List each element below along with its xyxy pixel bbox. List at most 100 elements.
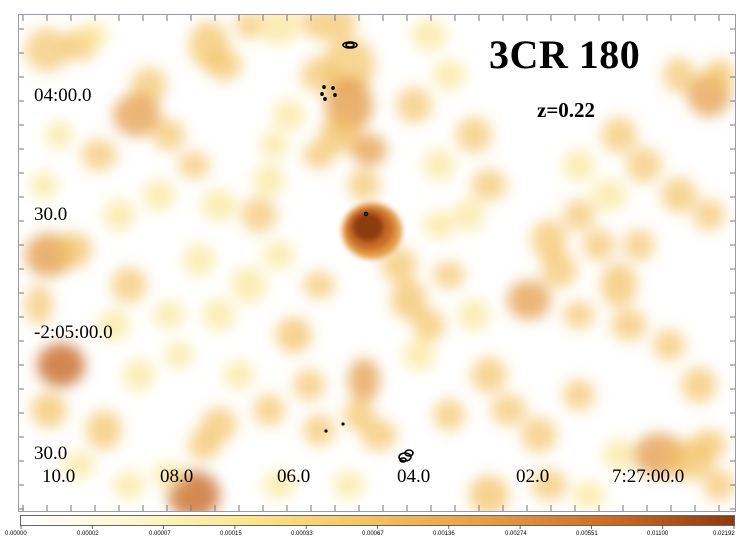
emission-blob: [153, 301, 185, 329]
emission-blob: [563, 379, 595, 411]
emission-blob: [56, 232, 92, 268]
colorbar-label-8: 0.00274: [505, 531, 527, 537]
emission-blob: [423, 149, 455, 181]
dec-label-4: 30.0: [34, 443, 68, 464]
emission-blob: [563, 199, 595, 231]
emission-blob: [603, 439, 635, 471]
contour-south: [399, 457, 407, 463]
emission-blob: [30, 171, 58, 199]
dec-label-3: -2:05:00.0: [34, 322, 113, 343]
emission-blob: [396, 87, 432, 123]
emission-blob: [381, 247, 417, 283]
colorbar-label-9: 0.00551: [576, 531, 598, 537]
emission-blob: [63, 451, 95, 479]
emission-blob: [31, 392, 67, 428]
contour-knot: [320, 92, 324, 97]
emission-blob: [703, 469, 735, 501]
ra-label-4: 04.0: [397, 466, 431, 487]
emission-blob: [411, 19, 447, 51]
emission-blob: [303, 414, 335, 446]
emission-blob: [241, 197, 277, 233]
target-title: 3CR 180: [489, 32, 641, 77]
emission-blob: [348, 358, 380, 402]
emission-blob: [45, 121, 73, 149]
emission-blob: [276, 317, 312, 353]
emission-blob: [601, 263, 637, 307]
core-contour: [363, 211, 369, 217]
emission-blob: [260, 131, 288, 159]
emission-blob: [348, 169, 380, 201]
emission-blob: [257, 15, 301, 45]
contour-north: [345, 42, 355, 48]
emission-blob: [611, 309, 647, 341]
emission-blob: [663, 57, 695, 93]
emission-blob: [253, 164, 285, 196]
emission-blob: [25, 285, 53, 325]
axis-ticks: [19, 15, 735, 511]
colorbar-label-3: 0.00007: [149, 531, 171, 537]
emission-blob: [433, 59, 465, 91]
emission-blob: [521, 417, 557, 453]
core-source: [342, 203, 402, 259]
ra-label-3: 06.0: [277, 466, 311, 487]
emission-blob: [351, 134, 387, 166]
emission-blob: [153, 461, 185, 489]
emission-blob: [361, 419, 397, 451]
emission-blob: [343, 399, 375, 431]
emission-blob: [661, 177, 697, 213]
emission-blob: [80, 21, 108, 49]
emission-blob: [601, 117, 637, 153]
emission-blob: [98, 309, 130, 341]
contour-knot: [331, 86, 335, 91]
emission-blob: [86, 410, 122, 450]
emission-blob: [201, 407, 237, 443]
radio-contours: [320, 41, 414, 463]
colorbar-label-4: 0.00015: [220, 531, 242, 537]
emission-blob: [691, 429, 727, 461]
emission-blob: [563, 149, 595, 181]
emission-blob: [471, 169, 507, 201]
ra-label-1: 10.0: [42, 466, 76, 487]
ra-label-6: 7:27:00.0: [612, 466, 685, 487]
emission-blob: [626, 147, 662, 183]
xray-smoothed-image: [19, 15, 735, 511]
emission-blob: [541, 252, 577, 288]
contour-south: [404, 449, 414, 457]
dec-label-1: 04:00.0: [34, 85, 92, 106]
ra-label-2: 08.0: [160, 466, 194, 487]
colorbar-label-11: 0.02192: [713, 531, 735, 537]
emission-blob: [293, 369, 325, 401]
emission-blob: [37, 343, 85, 387]
emission-blob: [253, 394, 285, 426]
emission-blob: [563, 301, 595, 329]
colorbar-label-1: 0.00000: [5, 531, 27, 537]
emission-blob: [301, 15, 357, 41]
contour-knot: [324, 429, 328, 433]
emission-blob: [153, 119, 185, 151]
emission-blob: [235, 15, 263, 39]
emission-blob: [183, 244, 215, 276]
emission-blob: [433, 399, 465, 431]
emission-blob: [703, 59, 735, 91]
colorbar-label-6: 0.00067: [362, 531, 384, 537]
emission-blob: [201, 189, 237, 221]
emission-blob: [583, 229, 615, 261]
emission-blob: [303, 141, 335, 169]
core-ellipse: [352, 212, 384, 242]
emission-blob: [113, 471, 145, 499]
emission-blob: [273, 99, 305, 131]
redshift-label: z=0.22: [537, 98, 596, 122]
emission-blob: [391, 280, 427, 320]
contour-knot: [341, 422, 345, 426]
emission-blob: [111, 267, 147, 303]
colorbar-label-2: 0.00002: [77, 531, 99, 537]
colorbar-label-7: 0.00136: [433, 531, 455, 537]
emission-blob: [303, 271, 335, 299]
contour-knot: [322, 85, 326, 90]
emission-blob: [25, 28, 69, 72]
emission-blob: [458, 299, 490, 331]
contour-knot: [333, 93, 337, 98]
image-frame: 3CR 180 z=0.22: [18, 14, 736, 512]
emission-blob: [531, 220, 567, 260]
emission-blob: [165, 341, 193, 369]
